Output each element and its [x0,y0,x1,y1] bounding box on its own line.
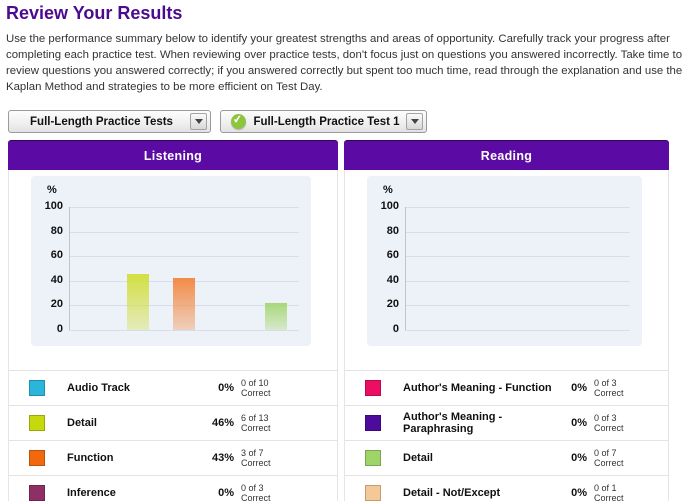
legend-correct-count: 0 of 1 Correct [594,483,624,501]
legend-swatch [365,450,381,466]
legend-row: Audio Track 0% 0 of 10 Correct [9,370,337,405]
legend-swatch [29,415,45,431]
test-dropdown[interactable]: Full-Length Practice Test 1 [220,110,427,133]
y-axis-line [405,207,406,330]
listening-panel-body: % 100 80 60 40 20 0 Audio Track 0% 0 of 10 Corre… [8,170,338,501]
legend-correct-count: 0 of 3 Correct [594,413,624,433]
reading-panel-body: % 100 80 60 40 20 0 Author's Meaning - Functi… [344,170,669,501]
gridline [405,256,630,257]
listening-chart: % 100 80 60 40 20 0 [31,176,311,346]
legend-swatch [365,415,381,431]
bar [173,278,195,330]
y-tick-label: 80 [50,224,63,237]
y-tick-label: 0 [392,322,399,335]
legend-swatch [29,450,45,466]
listening-panel-header: Listening [8,140,338,170]
y-axis-unit-label: % [47,184,57,196]
legend-correct-count: 0 of 10 Correct [241,378,271,398]
chevron-down-icon[interactable] [406,113,423,130]
legend-label: Detail [403,452,433,464]
gridline [69,207,299,208]
plot-area [405,207,630,330]
check-circle-icon [231,114,247,129]
legend-swatch [365,380,381,396]
legend-correct-count: 6 of 13 Correct [241,413,271,433]
gridline [405,207,630,208]
legend-correct-count: 3 of 7 Correct [241,448,271,468]
test-group-dropdown[interactable]: Full-Length Practice Tests [8,110,211,133]
legend-label: Function [67,452,114,464]
y-tick-label: 40 [386,273,399,286]
legend-label: Author's Meaning - Function [403,382,552,394]
gridline [69,329,299,331]
legend-correct-count: 0 of 3 Correct [594,378,624,398]
chevron-down-icon[interactable] [190,113,207,130]
gridline [69,231,299,233]
y-tick-label: 60 [50,249,63,261]
legend-label: Detail - Not/Except [403,487,501,499]
legend-label: Inference [67,487,116,499]
legend: Author's Meaning - Function 0% 0 of 3 Corre… [345,370,668,501]
legend-row: Function 43% 3 of 7 Correct [9,440,337,475]
results-panels: Listening % 100 80 60 40 20 0 Audio Track 0% 0 … [8,140,697,501]
legend: Audio Track 0% 0 of 10 Correct Detail 46% 6 of… [9,370,337,501]
legend-percent: 0% [218,382,234,394]
legend-swatch [29,485,45,501]
legend-row: Detail - Not/Except 0% 0 of 1 Correct [345,475,668,501]
reading-panel: Reading % 100 80 60 40 20 0 Author's Meaning … [344,140,669,501]
legend-percent: 46% [211,417,234,429]
legend-percent: 0% [571,487,587,499]
legend-label: Detail [67,417,97,429]
legend-label: Audio Track [67,382,130,394]
plot-area [69,207,299,330]
test-group-dropdown-value: Full-Length Practice Tests [30,115,173,128]
legend-label: Author's Meaning - Paraphrasing [403,411,503,435]
legend-row: Inference 0% 0 of 3 Correct [9,475,337,501]
reading-panel-header: Reading [344,140,669,170]
legend-percent: 43% [211,452,234,464]
legend-correct-count: 0 of 3 Correct [241,483,271,501]
bar [265,303,287,330]
y-axis-unit-label: % [383,184,393,196]
legend-row: Author's Meaning - Function 0% 0 of 3 Corre… [345,370,668,405]
filter-bar: Full-Length Practice Tests Full-Length P… [8,110,697,133]
y-tick-label: 40 [50,273,63,286]
gridline [69,256,299,257]
legend-percent: 0% [218,487,234,499]
y-tick-label: 100 [380,200,399,212]
y-tick-label: 60 [386,249,399,261]
gridline [405,280,630,282]
y-axis-line [69,207,70,330]
legend-row: Detail 0% 0 of 7 Correct [345,440,668,475]
test-dropdown-value: Full-Length Practice Test 1 [253,115,400,128]
y-tick-label: 0 [56,322,63,335]
legend-percent: 0% [571,452,587,464]
y-tick-label: 20 [386,298,399,310]
legend-swatch [29,380,45,396]
reading-chart: % 100 80 60 40 20 0 [367,176,642,346]
page-title: Review Your Results [6,3,183,23]
legend-swatch [365,485,381,501]
legend-correct-count: 0 of 7 Correct [594,448,624,468]
legend-percent: 0% [571,417,587,429]
legend-row: Detail 46% 6 of 13 Correct [9,405,337,440]
page-description: Use the performance summary below to ide… [6,33,683,93]
gridline [405,329,630,331]
gridline [405,305,630,306]
legend-percent: 0% [571,382,587,394]
y-tick-label: 100 [44,200,63,212]
gridline [405,231,630,233]
y-tick-label: 80 [386,224,399,237]
bar [127,274,149,330]
listening-panel: Listening % 100 80 60 40 20 0 Audio Track 0% 0 … [8,140,338,501]
y-tick-label: 20 [50,298,63,310]
